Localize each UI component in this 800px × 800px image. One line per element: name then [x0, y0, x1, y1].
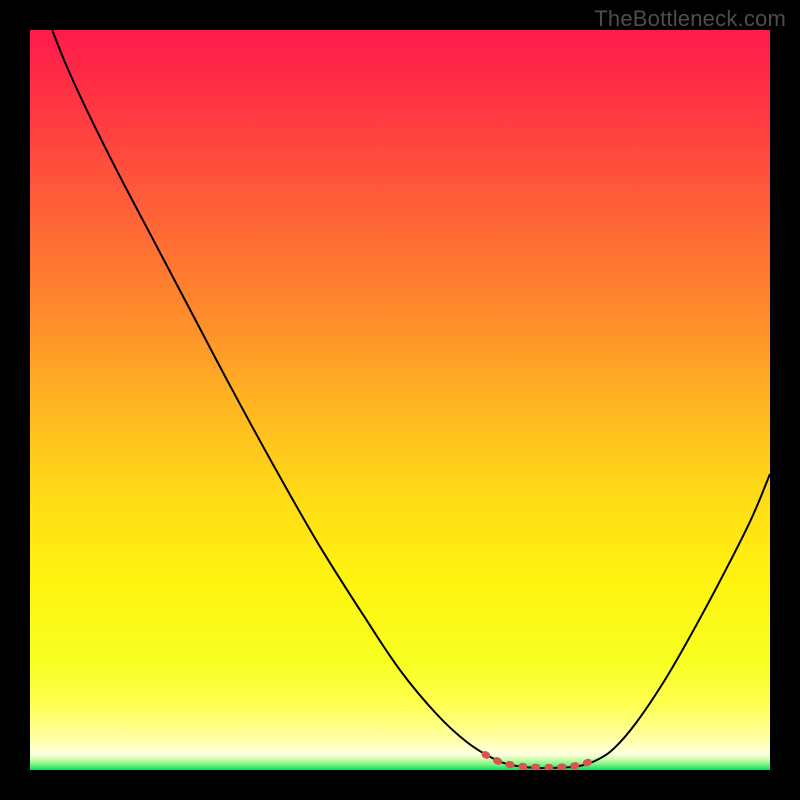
plot-background	[30, 30, 770, 770]
plot-frame	[30, 30, 770, 770]
plot-svg	[30, 30, 770, 770]
watermark-text: TheBottleneck.com	[594, 6, 786, 32]
